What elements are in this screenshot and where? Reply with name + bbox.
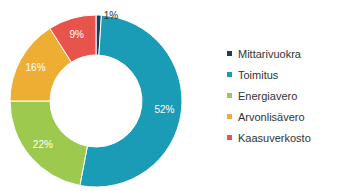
svg-text:Toimitus: Toimitus [238, 69, 279, 81]
svg-text:1%: 1% [104, 10, 119, 21]
svg-text:Energiavero: Energiavero [238, 90, 297, 102]
svg-text:9%: 9% [70, 29, 85, 40]
svg-text:22%: 22% [33, 139, 53, 150]
svg-text:Mittarivuokra: Mittarivuokra [238, 48, 302, 60]
svg-text:16%: 16% [26, 62, 46, 73]
svg-text:52%: 52% [154, 104, 174, 115]
svg-text:Arvonlisävero: Arvonlisävero [238, 111, 305, 123]
svg-text:Kaasuverkosto: Kaasuverkosto [238, 132, 311, 144]
